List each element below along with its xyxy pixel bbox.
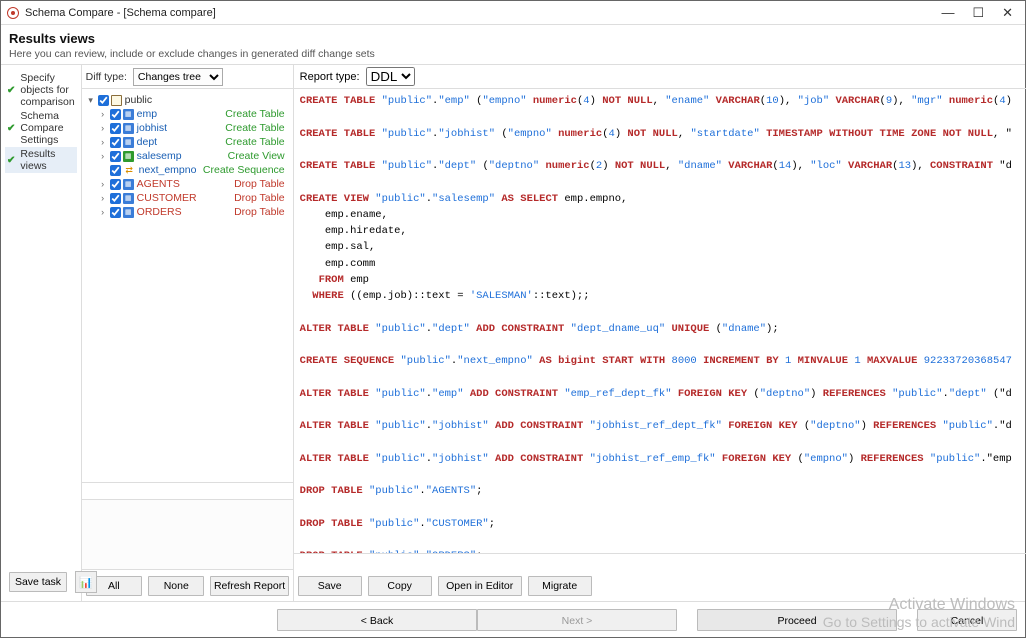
minimize-button[interactable]: — bbox=[941, 6, 954, 19]
expand-icon[interactable]: › bbox=[98, 193, 108, 203]
tree-item-action: Drop Table bbox=[234, 178, 291, 190]
tree-item-name[interactable]: dept bbox=[137, 136, 157, 148]
tree-item-action: Create Table bbox=[225, 122, 290, 134]
tree-pane: Diff type: Changes tree ▾ public ›▦empCr… bbox=[82, 65, 294, 602]
tree-item[interactable]: › ▦emp Create Table bbox=[84, 107, 291, 121]
app-icon bbox=[7, 7, 19, 19]
checkbox-item[interactable] bbox=[110, 123, 121, 134]
tree-item-name[interactable]: salesemp bbox=[137, 150, 182, 162]
checkbox-item[interactable] bbox=[110, 165, 121, 176]
titlebar: Schema Compare - [Schema compare] — ☐ ✕ bbox=[1, 1, 1025, 25]
expand-icon[interactable]: › bbox=[98, 151, 108, 161]
checkbox-item[interactable] bbox=[110, 179, 121, 190]
schema-name[interactable]: public bbox=[125, 94, 152, 106]
preview-pane bbox=[82, 499, 293, 569]
tree-item-name[interactable]: jobhist bbox=[137, 122, 167, 134]
table-icon: ▦ bbox=[123, 123, 134, 134]
step-results[interactable]: ✔ Results views bbox=[5, 147, 77, 173]
tree-item-action: Create Table bbox=[225, 136, 290, 148]
checkbox-item[interactable] bbox=[110, 207, 121, 218]
check-icon: ✔ bbox=[7, 85, 15, 96]
check-icon: ✔ bbox=[7, 155, 15, 166]
diff-type-label: Diff type: bbox=[86, 71, 127, 83]
refresh-button[interactable]: Refresh Report bbox=[210, 576, 288, 596]
report-pane: Report type: DDL DDL generator CREATE TA… bbox=[294, 65, 1026, 602]
tree-item-name[interactable]: CUSTOMER bbox=[137, 192, 197, 204]
tree-item[interactable]: › ▦CUSTOMER Drop Table bbox=[84, 191, 291, 205]
collapse-icon[interactable]: ▾ bbox=[86, 95, 96, 106]
cancel-button[interactable]: Cancel bbox=[917, 609, 1017, 631]
page-subtitle: Here you can review, include or exclude … bbox=[9, 48, 1017, 60]
checkbox-item[interactable] bbox=[110, 193, 121, 204]
ddl-editor[interactable]: CREATE TABLE "public"."emp" ("empno" num… bbox=[294, 89, 1026, 554]
ddl-hscroll[interactable] bbox=[294, 554, 1026, 570]
tree-item[interactable]: › ▦dept Create Table bbox=[84, 135, 291, 149]
tree-item[interactable]: ⇄next_empno Create Sequence bbox=[84, 163, 291, 177]
tree-item-action: Drop Table bbox=[234, 192, 291, 204]
checkbox-item[interactable] bbox=[110, 109, 121, 120]
table-icon: ▦ bbox=[123, 207, 134, 218]
open-editor-button[interactable]: Open in Editor bbox=[438, 576, 522, 596]
step-specify-objects[interactable]: ✔ Specify objects for comparison bbox=[5, 71, 77, 109]
view-icon: ▦ bbox=[123, 151, 134, 162]
tree-hscroll[interactable] bbox=[82, 483, 293, 499]
back-button[interactable]: < Back bbox=[277, 609, 477, 631]
page-header: Results views Here you can review, inclu… bbox=[1, 25, 1025, 64]
next-button: Next > bbox=[477, 609, 677, 631]
schedule-icon[interactable]: 📊 bbox=[75, 571, 97, 593]
tree-item-action: Create View bbox=[228, 150, 291, 162]
tree-item-name[interactable]: emp bbox=[137, 108, 157, 120]
maximize-button[interactable]: ☐ bbox=[972, 6, 984, 19]
table-icon: ▦ bbox=[123, 179, 134, 190]
expand-icon[interactable]: › bbox=[98, 207, 108, 217]
sequence-icon: ⇄ bbox=[123, 165, 136, 176]
expand-icon[interactable]: › bbox=[98, 123, 108, 133]
none-button[interactable]: None bbox=[148, 576, 204, 596]
wizard-steps: ✔ Specify objects for comparison ✔ Schem… bbox=[1, 65, 82, 602]
save-button[interactable]: Save bbox=[298, 576, 362, 596]
tree-item[interactable]: › ▦jobhist Create Table bbox=[84, 121, 291, 135]
checkbox-item[interactable] bbox=[110, 137, 121, 148]
step-settings[interactable]: ✔ Schema Compare Settings bbox=[5, 109, 77, 147]
tree-item[interactable]: › ▦AGENTS Drop Table bbox=[84, 177, 291, 191]
tree-item-name[interactable]: ORDERS bbox=[137, 206, 182, 218]
tree-item[interactable]: › ▦ORDERS Drop Table bbox=[84, 205, 291, 219]
expand-icon[interactable]: › bbox=[98, 179, 108, 189]
tree-item-name[interactable]: next_empno bbox=[139, 164, 197, 176]
tree-item-action: Create Table bbox=[225, 108, 290, 120]
wizard-footer: < Back Next > Proceed Cancel Activate Wi… bbox=[1, 601, 1025, 637]
check-icon: ✔ bbox=[7, 123, 15, 134]
copy-button[interactable]: Copy bbox=[368, 576, 432, 596]
expand-icon[interactable]: › bbox=[98, 109, 108, 119]
proceed-button[interactable]: Proceed bbox=[697, 609, 897, 631]
save-task-button[interactable]: Save task bbox=[9, 572, 67, 592]
table-icon: ▦ bbox=[123, 137, 134, 148]
report-type-select[interactable]: DDL bbox=[366, 67, 415, 86]
window-title: Schema Compare - [Schema compare] bbox=[25, 7, 216, 19]
changes-tree[interactable]: ▾ public ›▦empCreate Table›▦jobhistCreat… bbox=[82, 89, 293, 483]
tree-item[interactable]: › ▦salesemp Create View bbox=[84, 149, 291, 163]
checkbox-public[interactable] bbox=[98, 95, 109, 106]
page-title: Results views bbox=[9, 31, 1017, 46]
diff-type-select[interactable]: Changes tree bbox=[133, 68, 223, 86]
migrate-button[interactable]: Migrate bbox=[528, 576, 592, 596]
tree-item-name[interactable]: AGENTS bbox=[137, 178, 180, 190]
tree-item-action: Drop Table bbox=[234, 206, 291, 218]
report-type-label: Report type: bbox=[300, 71, 360, 83]
schema-icon bbox=[111, 95, 122, 106]
close-button[interactable]: ✕ bbox=[1002, 6, 1013, 19]
checkbox-item[interactable] bbox=[110, 151, 121, 162]
tree-item-action: Create Sequence bbox=[203, 164, 291, 176]
expand-icon[interactable]: › bbox=[98, 137, 108, 147]
table-icon: ▦ bbox=[123, 109, 134, 120]
table-icon: ▦ bbox=[123, 193, 134, 204]
